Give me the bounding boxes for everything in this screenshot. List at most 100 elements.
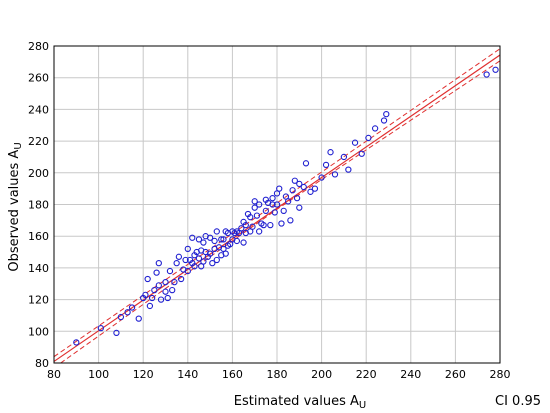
x-tick-label: 180 (267, 368, 288, 381)
data-point (218, 236, 225, 243)
data-point (157, 296, 165, 303)
data-point (240, 239, 247, 246)
data-point (175, 253, 183, 260)
data-point (195, 255, 203, 262)
data-point (182, 256, 189, 264)
data-point (162, 279, 169, 286)
data-point (293, 195, 301, 202)
data-point (365, 134, 372, 142)
data-point (169, 286, 176, 294)
data-point (251, 198, 258, 205)
data-point (260, 221, 267, 229)
y-tick-label: 280 (28, 40, 49, 53)
y-tick-label: 220 (28, 135, 49, 148)
data-point (291, 177, 298, 184)
y-tick-label: 200 (28, 167, 49, 180)
x-tick-label: 260 (445, 368, 466, 381)
data-point (238, 225, 245, 232)
y-tick-label: 160 (28, 230, 49, 243)
data-point (113, 329, 120, 337)
y-tick-label: 240 (28, 103, 49, 116)
y-tick-label: 100 (28, 325, 49, 338)
data-point (284, 198, 292, 205)
data-point (171, 279, 178, 286)
data-point (153, 269, 160, 276)
plot-frame (53, 45, 501, 364)
data-point (200, 239, 207, 246)
data-point (211, 237, 218, 245)
data-points (73, 66, 499, 346)
x-axis-title: Estimated values AU (234, 394, 366, 411)
x-tick-label: 220 (356, 368, 377, 381)
regression-line (54, 54, 500, 362)
data-point (97, 324, 104, 332)
data-point (327, 149, 334, 156)
x-tick-label: 240 (400, 368, 421, 381)
data-point (331, 171, 339, 178)
ci-upper-line (54, 48, 500, 358)
fit-line (54, 54, 500, 362)
x-tick-label: 100 (88, 368, 109, 381)
y-tick-label: 80 (35, 357, 49, 370)
data-point (483, 71, 490, 78)
data-point (155, 259, 162, 267)
data-point (142, 291, 149, 298)
data-point (117, 313, 125, 321)
data-point (351, 139, 359, 146)
data-point (184, 245, 191, 253)
x-tick-label: 80 (47, 368, 61, 381)
x-tick-label: 140 (177, 368, 198, 381)
data-point (289, 187, 296, 194)
data-point (371, 125, 379, 132)
data-point (166, 267, 174, 275)
data-point (220, 236, 227, 243)
data-point (213, 256, 220, 264)
data-point (184, 267, 191, 275)
data-point (300, 183, 307, 191)
data-point (164, 294, 171, 302)
x-tick-label: 200 (311, 368, 332, 381)
y-tick-label: 180 (28, 199, 49, 212)
data-point (222, 250, 229, 257)
data-point (200, 258, 207, 265)
data-point (206, 234, 214, 241)
x-tick-label: 160 (222, 368, 243, 381)
data-point (148, 294, 156, 302)
data-point (307, 188, 314, 195)
data-point (256, 228, 263, 235)
data-point (267, 221, 274, 229)
data-point (262, 207, 269, 214)
data-point (271, 209, 278, 216)
data-point (249, 223, 256, 230)
y-axis-title: Observed values AU (7, 142, 24, 271)
data-point (189, 234, 196, 241)
x-tick-labels: 80 100 120 140 160 180 200 220 240 260 280 (47, 368, 511, 381)
ci-lower-line (59, 60, 500, 363)
x-tick-label: 280 (490, 368, 511, 381)
data-point (278, 220, 285, 227)
data-point (191, 263, 198, 270)
data-point (302, 160, 310, 167)
data-point (492, 66, 499, 73)
data-point (162, 288, 169, 295)
data-point (273, 201, 281, 208)
data-point (256, 201, 263, 208)
data-point (173, 259, 180, 267)
data-point (318, 174, 325, 181)
x-tick-label: 120 (133, 368, 154, 381)
ci-annotation: CI 0.95 (495, 394, 541, 409)
data-point (195, 236, 203, 243)
data-point (251, 204, 258, 211)
data-point (206, 250, 214, 257)
data-point (280, 207, 287, 214)
data-point (144, 275, 151, 283)
data-point (340, 153, 348, 161)
data-point (128, 304, 136, 311)
data-point (296, 204, 303, 211)
data-point (380, 117, 388, 124)
data-point (358, 150, 365, 157)
y-tick-label: 140 (28, 262, 49, 275)
data-point (383, 111, 390, 118)
data-point (269, 195, 276, 202)
